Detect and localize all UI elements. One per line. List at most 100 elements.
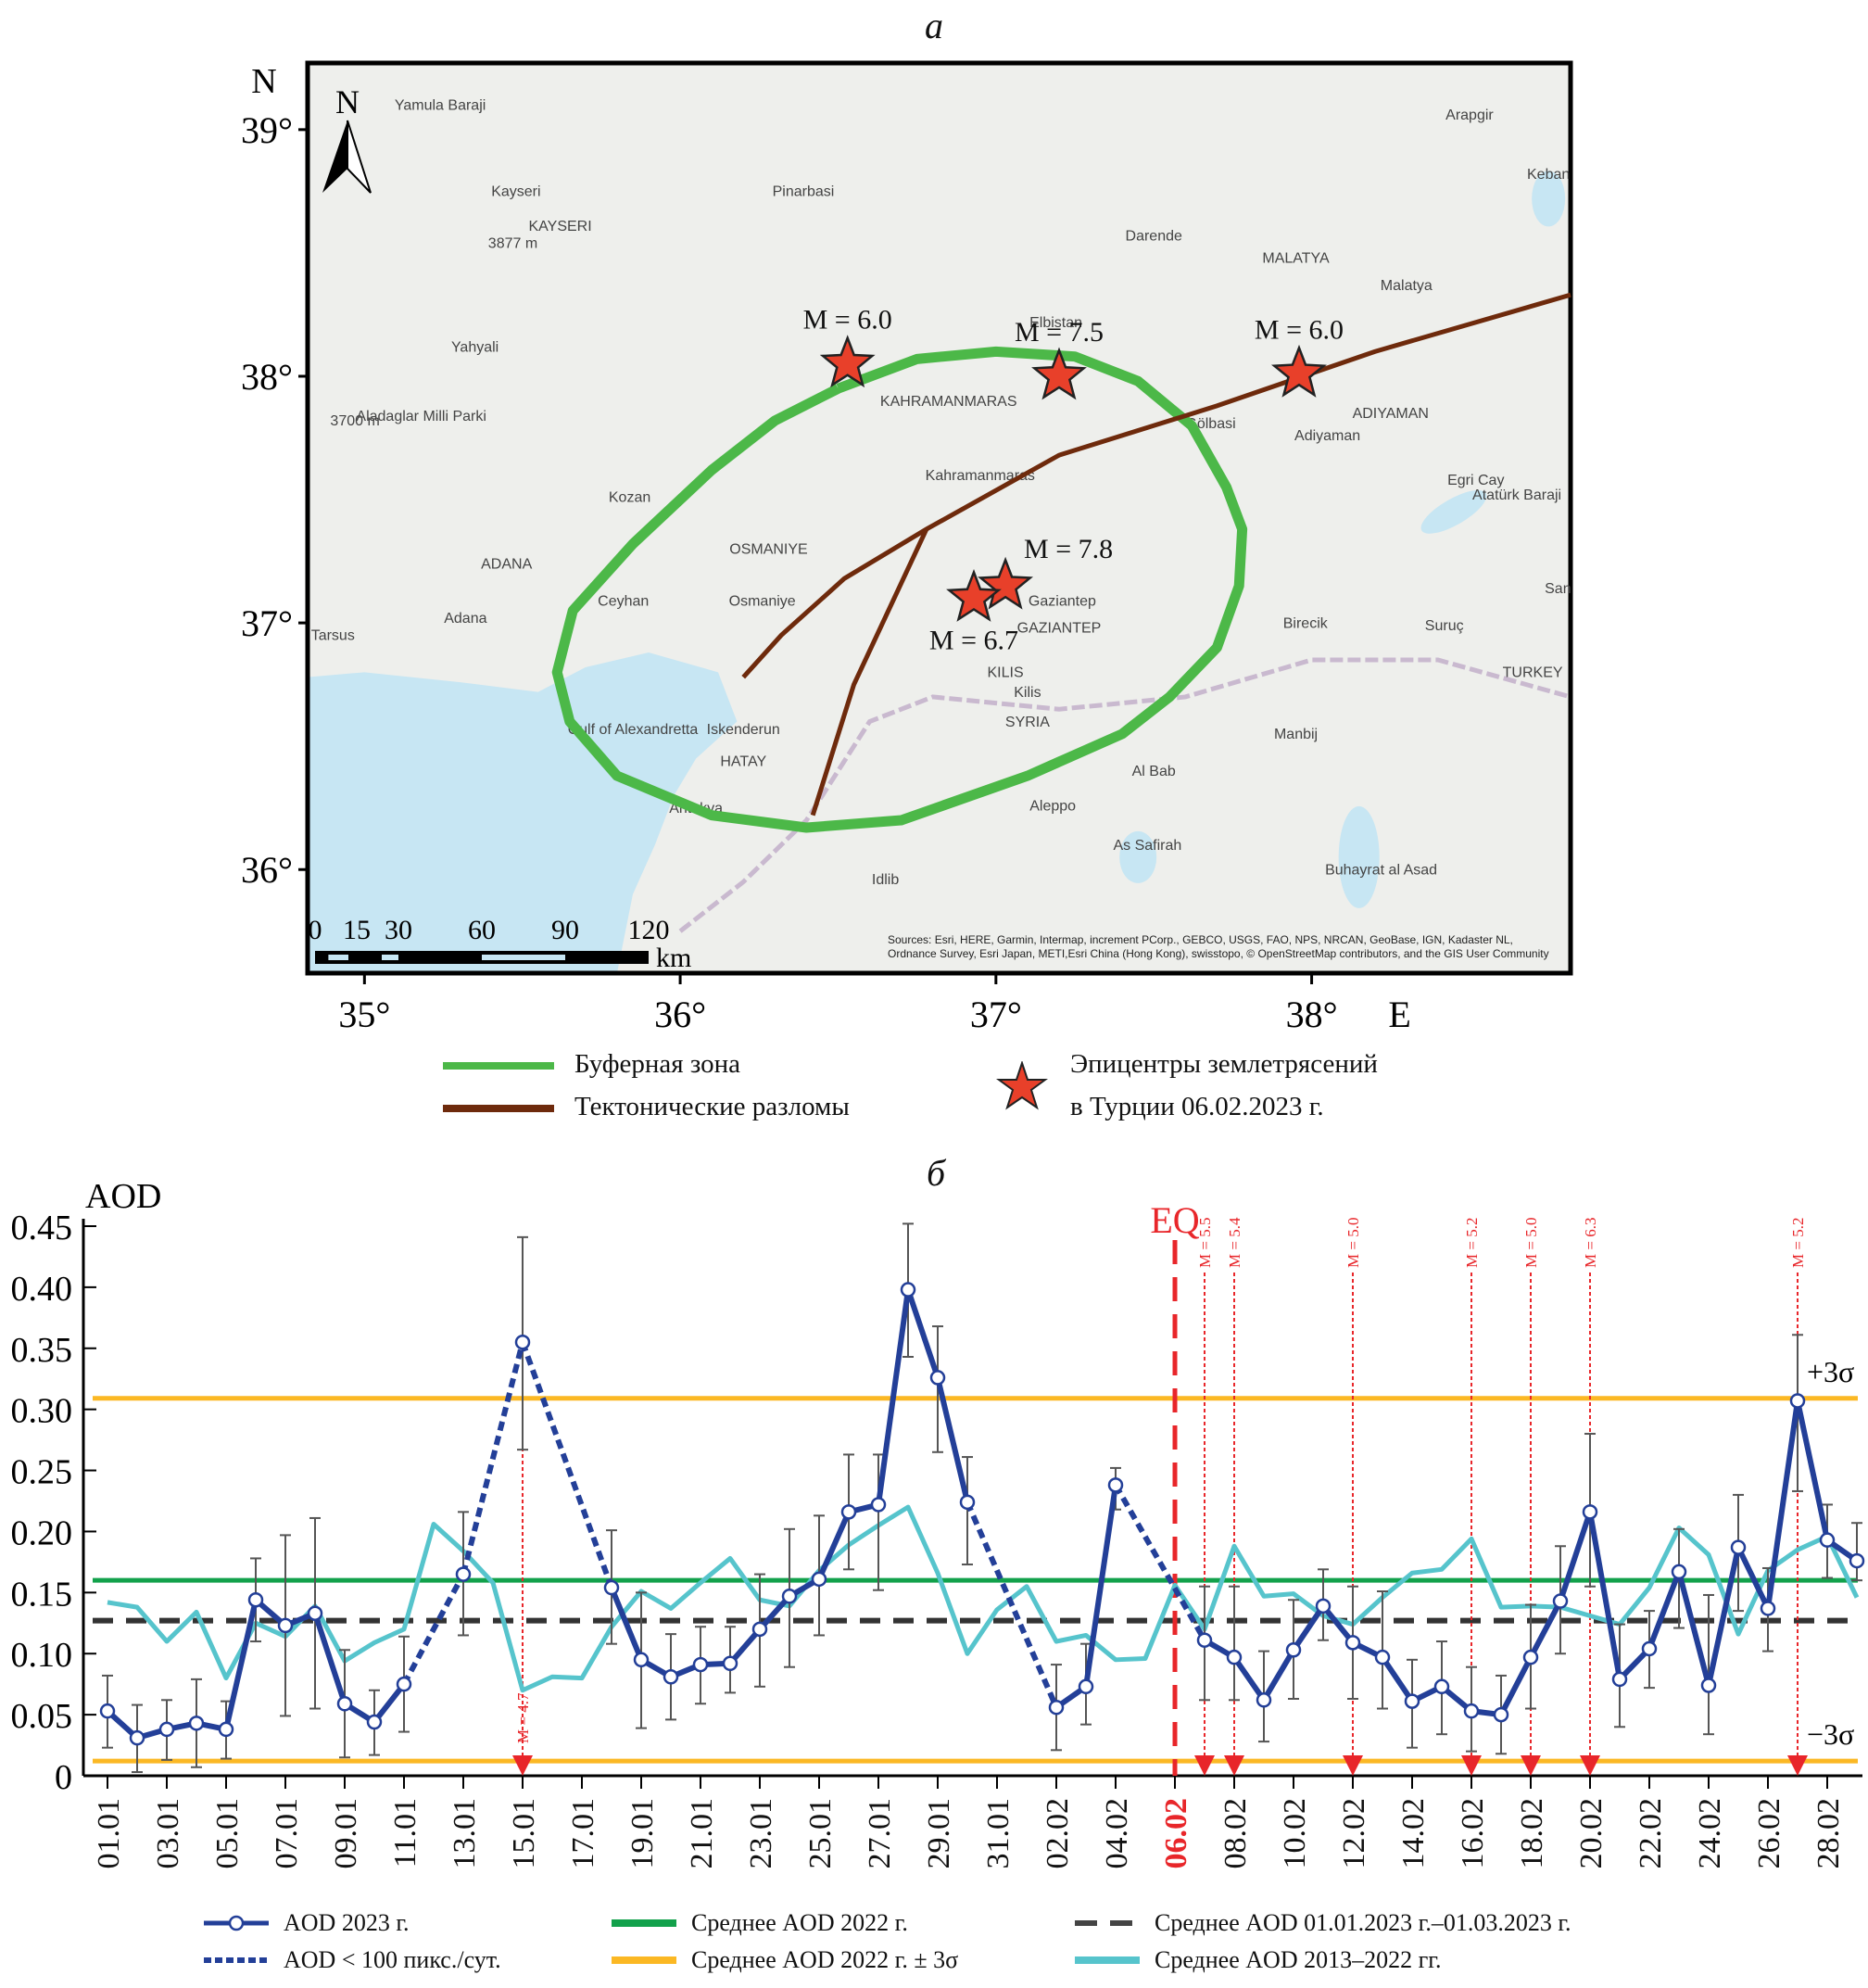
legend-item-aod-lowpix: AOD < 100 пикс./сут. (204, 1946, 501, 1974)
aod-2023-segment (876, 1286, 911, 1508)
x-tick-label: 15.01 (507, 1798, 541, 1869)
sea-area (308, 652, 738, 973)
y-tick-label: 0.40 (11, 1270, 73, 1309)
event-marker-icon (1194, 1755, 1215, 1776)
x-tick-label: 13.01 (448, 1798, 482, 1869)
scale-bar-label: 120 (628, 915, 670, 945)
x-tick-label: 20.02 (1574, 1798, 1609, 1869)
event-label: M = 5.5 (1196, 1218, 1214, 1268)
aod-2023-point (188, 1716, 205, 1731)
aod-2023-point (247, 1591, 264, 1608)
epicenter-label: M = 6.0 (803, 305, 892, 336)
aod-2023-point (277, 1617, 294, 1634)
legend-item-mean-2023: Среднее AOD 01.01.2023 г.–01.03.2023 г. (1075, 1909, 1571, 1937)
aod-lowpix-segment (401, 1573, 466, 1686)
x-tick-label: 24.02 (1693, 1798, 1727, 1869)
aod-2023-segment (1380, 1654, 1415, 1704)
aod-2023-segment (609, 1585, 644, 1663)
aod-2023-point (1078, 1678, 1094, 1695)
aod-2023-point (1760, 1601, 1776, 1616)
event-label: M = 4.7 (514, 1692, 532, 1743)
legend-swatch (612, 1919, 676, 1927)
legend-item-3sigma: Среднее AOD 2022 г. ± 3σ (612, 1946, 958, 1974)
fault-swatch (443, 1105, 554, 1113)
place-label: 3877 m (488, 236, 537, 252)
aod-lowpix-segment (520, 1341, 614, 1589)
scale-bar-label: 90 (551, 915, 579, 945)
aod-2023-point (751, 1621, 768, 1638)
event-label: M = 6.3 (1582, 1218, 1599, 1268)
place-label: Elbistan (1029, 315, 1082, 331)
aod-2023-segment (1083, 1482, 1118, 1690)
scale-bar-label: 15 (343, 915, 371, 945)
place-label: Idlib (872, 872, 899, 888)
place-label: ADIYAMAN (1353, 406, 1429, 422)
aod-2023-segment (223, 1597, 259, 1732)
event-label: M = 5.2 (1463, 1218, 1481, 1268)
y-tick-label: 0.10 (11, 1636, 73, 1675)
place-label: Egri Cay (1447, 473, 1504, 488)
x-tick-label: 28.02 (1811, 1798, 1846, 1869)
place-label: KAHRAMANMARAS (880, 394, 1017, 410)
place-label: OSMANIYE (729, 542, 807, 558)
event-label: M = 5.2 (1789, 1218, 1807, 1268)
aod-2023-segment (1735, 1544, 1771, 1612)
y-tick-label: 0.45 (11, 1209, 73, 1247)
aod-2023-point (307, 1605, 323, 1621)
aod-2023-segment (1795, 1398, 1830, 1543)
legend-epicenters-label-2: в Турции 06.02.2023 г. (1070, 1092, 1324, 1121)
aod-2023-point (1315, 1598, 1332, 1614)
place-label: SYRIA (1005, 715, 1050, 730)
place-label: Suruç (1425, 618, 1464, 634)
x-tick-label: 23.01 (744, 1798, 778, 1869)
place-label: GAZIANTEP (1017, 621, 1102, 637)
scale-bar-unit: km (656, 943, 691, 973)
aod-2023-segment (1587, 1509, 1622, 1682)
aod-chart: AOD 0 0.05 0.10 0.15 0.20 0.25 0.30 0.35 0.40 0.45… (11, 1177, 1865, 1869)
aod-2023-point (1374, 1649, 1391, 1665)
lat-tick-label: 39° (241, 109, 293, 151)
x-tick-label: 12.02 (1337, 1798, 1371, 1869)
aod-2023-point (1730, 1539, 1747, 1555)
aod-2023-point (1641, 1640, 1658, 1657)
x-tick-label: 05.01 (210, 1798, 245, 1869)
event-marker-icon (1580, 1755, 1600, 1776)
aod-2023-point (840, 1504, 857, 1520)
aod-2023-segment (312, 1610, 347, 1707)
epicenter-star (978, 556, 1034, 610)
event-marker-icon (1343, 1755, 1363, 1776)
lon-tick-label: 36° (654, 994, 706, 1035)
aod-2023-point (663, 1669, 679, 1685)
x-tick-label: 27.01 (863, 1798, 897, 1869)
place-label: TURKEY (1503, 665, 1563, 681)
x-tick-label: 08.02 (1218, 1798, 1253, 1869)
x-tick-label: 01.01 (92, 1798, 126, 1869)
legend-epicenters-label-1: Эпицентры землетрясений (1070, 1049, 1378, 1079)
aod-2023-segment (372, 1681, 407, 1726)
aod-2023-segment (1291, 1602, 1326, 1653)
aod-2023-point (1404, 1693, 1420, 1709)
place-label: Darende (1126, 229, 1182, 245)
x-tick-label: 04.02 (1100, 1798, 1134, 1869)
x-tick-label: 14.02 (1396, 1798, 1431, 1869)
aod-2023-point (870, 1497, 887, 1513)
legend-faults-label: Тектонические разломы (574, 1092, 850, 1121)
aod-2023-point (218, 1721, 234, 1738)
sigma-label: +3σ (1807, 1355, 1854, 1388)
place-label: Yamula Baraji (395, 98, 486, 114)
y-tick-label: 0 (55, 1758, 72, 1797)
aod-2023-point (1256, 1692, 1272, 1708)
aod-2023-point (455, 1566, 472, 1582)
place-label: Kayseri (491, 184, 540, 200)
place-label: Tarsus (311, 628, 355, 644)
aod-2023-segment (1765, 1398, 1800, 1612)
lake-keban (1532, 171, 1566, 227)
aod-2023-point (603, 1579, 620, 1596)
x-tick-label: 17.01 (566, 1798, 600, 1869)
aod-lowpix-segment (461, 1341, 525, 1576)
aod-2023-segment (1498, 1654, 1534, 1718)
legend-item-mean-2013-2022: Среднее AOD 2013–2022 гг. (1075, 1946, 1442, 1974)
legend-label: Среднее AOD 01.01.2023 г.–01.03.2023 г. (1155, 1909, 1571, 1936)
aod-2023-point (1552, 1593, 1569, 1609)
country-border (678, 657, 1571, 933)
